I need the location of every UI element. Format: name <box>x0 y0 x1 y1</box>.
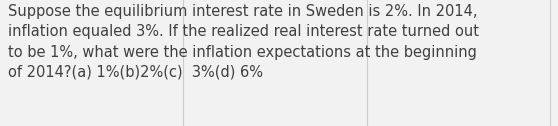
Text: Suppose the equilibrium interest rate in Sweden is 2%. In 2014,
inflation equale: Suppose the equilibrium interest rate in… <box>8 4 479 80</box>
